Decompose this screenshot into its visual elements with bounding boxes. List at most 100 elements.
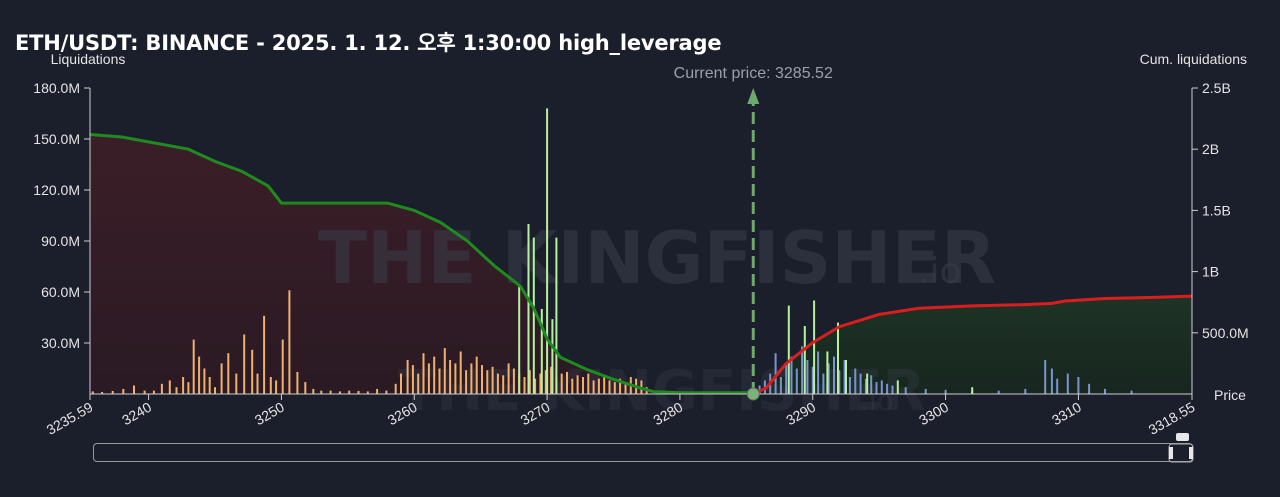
liquidation-bar [411,365,414,394]
liquidation-bar [348,390,351,394]
liquidation-bar [971,387,974,394]
liquidation-bar [122,388,125,394]
liquidation-bar [357,390,360,394]
current-price-label: Current price: 3285.52 [674,65,833,82]
liquidation-bar [496,373,499,394]
liquidation-bar [801,346,804,394]
liquidation-bar [891,385,894,394]
current-price-arrow [747,88,760,104]
liquidation-bar [281,339,284,394]
liquidation-bar [385,390,388,394]
liquidation-bar [833,356,835,394]
liquidation-bar [624,382,627,394]
liquidation-bar [859,373,862,394]
liquidation-bar [251,349,254,394]
y2-tick-label: 1B [1202,264,1219,280]
x-tick-label: 3240 [119,399,154,429]
liquidation-bar [491,366,494,394]
liquidation-bar [843,360,846,394]
y2-tick-label: 500.0M [1202,325,1249,341]
x-tick-label: 3310 [1049,399,1084,429]
liquidation-bar [566,371,568,394]
liquidation-bar [475,356,478,394]
liquidation-bar [470,363,473,394]
liquidation-bar [320,390,323,394]
liquidation-bar [394,383,397,394]
y2-axis-label: Cum. liquidations [1140,51,1247,67]
liquidation-bar [795,368,798,394]
y2-tick-label: 2.5B [1202,80,1231,96]
y-tick-label: 180.0M [33,80,80,96]
liquidation-bar [785,363,788,394]
liquidation-bar [296,371,299,394]
y-tick-label: 60.0M [41,284,80,300]
liquidation-bar [433,356,436,394]
range-slider-track[interactable] [93,443,1193,462]
liquidation-bar [866,373,869,394]
liquidation-bar [886,383,889,394]
liquidation-bar [845,360,847,394]
liquidation-bar [507,363,510,394]
liquidation-bar [366,391,369,394]
liquidation-bar [592,380,595,394]
liquidation-bar [896,380,899,394]
liquidation-bar [406,360,409,394]
liquidation-bar [924,388,927,394]
liquidation-bar [214,387,216,394]
liquidation-bar [534,378,537,394]
liquidation-bar [528,370,531,394]
liquidation-bar [544,370,547,394]
watermark-suffix: .io [918,251,961,292]
liquidation-bar [338,391,341,394]
liquidation-bar [133,385,135,394]
liquidation-bar [91,391,94,394]
liquidation-bar [864,378,867,394]
liquidation-bar [603,377,606,394]
liquidation-bar [551,319,554,394]
liquidation-bar [619,378,622,394]
liquidation-bar [417,373,420,394]
liquidation-bar [1056,378,1059,394]
liquidation-bar [582,377,584,394]
liquidation-bar [101,392,104,394]
liquidation-bar [481,365,483,394]
liquidation-bar [459,351,462,394]
liquidation-bar [182,377,185,394]
liquidation-bar [160,383,163,394]
y-tick-label: 90.0M [41,233,80,249]
liquidation-bar [560,373,563,394]
liquidation-bar [813,300,816,394]
liquidation-bar [1066,373,1069,394]
x-tick-label: 3235.59 [44,399,96,438]
range-slider-grip[interactable] [1176,433,1189,441]
liquidation-bar [523,377,526,394]
chart-title: ETH/USDT: BINANCE - 2025. 1. 12. 오후 1:30… [15,31,722,55]
liquidation-bar [837,322,839,394]
liquidation-bar [312,388,315,394]
liquidation-bar [803,326,806,394]
liquidation-bar [848,377,851,394]
liquidation-bar [263,315,266,394]
liquidation-bar [502,375,505,394]
liquidation-bar [608,380,611,394]
liquidation-bar [1077,377,1080,394]
liquidation-bar [1044,360,1047,394]
liquidation-bar [904,387,907,394]
liquidation-bar [854,368,857,394]
liquidation-bar [438,368,441,394]
y-tick-label: 120.0M [33,182,80,198]
y-tick-label: 150.0M [33,131,80,147]
liquidation-bar [790,356,793,394]
liquidation-bar [838,370,841,394]
liquidation-bar [555,237,558,394]
liquidation-bar [944,389,947,395]
liquidation-bar [203,368,206,394]
y2-tick-label: 2B [1202,141,1219,157]
liquidation-bar [143,390,146,394]
liquidation-bar [518,285,521,394]
range-slider-handle[interactable] [1168,443,1194,463]
liquidation-bar [256,373,259,394]
liquidation-bar [304,382,307,394]
liquidation-bar [269,377,272,394]
